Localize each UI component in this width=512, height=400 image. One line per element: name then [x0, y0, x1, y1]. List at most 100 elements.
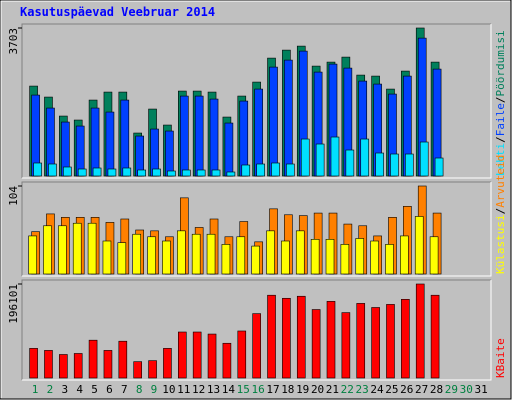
- bar: [59, 354, 68, 379]
- panel-bevel: [22, 182, 492, 277]
- bar: [414, 216, 424, 275]
- bar: [237, 330, 247, 379]
- bar: [182, 169, 191, 177]
- legend-entry: Arvuteid: [494, 155, 507, 208]
- legend-entry: Pöördumisi: [494, 30, 507, 96]
- bar: [87, 222, 97, 275]
- bar: [102, 240, 112, 275]
- bar: [88, 339, 98, 379]
- bar: [33, 162, 42, 177]
- legend-separator: /: [494, 208, 507, 215]
- bar: [386, 304, 395, 379]
- bar: [122, 167, 132, 177]
- bar: [44, 350, 53, 379]
- bar: [209, 98, 219, 177]
- bar: [286, 163, 295, 177]
- bar: [295, 230, 305, 275]
- bar: [330, 136, 340, 177]
- bar: [345, 149, 355, 177]
- x-tick-label: 24: [370, 383, 384, 396]
- x-tick-label: 15: [237, 383, 250, 396]
- bar: [196, 169, 206, 177]
- x-tick-label: 29: [445, 383, 458, 396]
- bar: [148, 360, 157, 379]
- bar: [419, 141, 429, 177]
- x-tick-label: 10: [162, 383, 175, 396]
- bar: [236, 236, 246, 275]
- bar: [310, 239, 320, 275]
- bar: [269, 66, 278, 177]
- bar: [75, 125, 85, 177]
- y-tick-label: 196101: [7, 284, 20, 324]
- x-tick-label: 18: [281, 383, 294, 396]
- bar: [371, 307, 380, 379]
- x-tick-label: 16: [251, 383, 264, 396]
- bar: [120, 99, 130, 177]
- legend-separator: /: [494, 97, 507, 104]
- legend-entry: Külastusi: [494, 214, 507, 274]
- x-tick-label: 26: [400, 383, 413, 396]
- y-tick-label: 104: [7, 186, 20, 206]
- bar: [207, 333, 217, 379]
- bar: [118, 340, 128, 379]
- bar: [29, 348, 38, 379]
- bar: [284, 59, 293, 177]
- bar: [401, 299, 410, 379]
- bar: [90, 107, 100, 177]
- bar: [326, 301, 336, 379]
- bar: [43, 225, 52, 275]
- chart-title: Kasutuspäevad Veebruar 2014: [20, 5, 215, 19]
- x-tick-label: 7: [121, 383, 128, 396]
- x-tick-label: 14: [222, 383, 236, 396]
- bar: [165, 130, 174, 177]
- bar: [281, 240, 290, 275]
- panel-bevel: [21, 23, 491, 178]
- bar: [241, 164, 251, 177]
- bar: [103, 350, 113, 379]
- bar: [221, 244, 231, 275]
- bar: [315, 143, 325, 177]
- x-tick-label: 30: [460, 383, 473, 396]
- bar: [92, 167, 102, 177]
- panel-bevel: [21, 279, 491, 380]
- bar: [147, 236, 156, 275]
- bar: [267, 294, 276, 379]
- bar: [360, 138, 370, 177]
- bar: [77, 168, 87, 177]
- bar: [132, 233, 141, 275]
- x-tick-label: 17: [266, 383, 279, 396]
- x-tick-label: 12: [192, 383, 205, 396]
- bar: [163, 348, 172, 379]
- bar: [117, 242, 127, 275]
- bar: [355, 238, 365, 275]
- x-tick-label: 4: [76, 383, 83, 396]
- bar: [266, 230, 275, 275]
- bar: [311, 309, 321, 379]
- x-tick-label: 3: [61, 383, 68, 396]
- legend-entry: Lehti: [494, 143, 507, 176]
- bar: [340, 244, 350, 275]
- bar: [152, 168, 161, 177]
- bar: [256, 163, 265, 177]
- bar: [72, 222, 82, 275]
- bar: [222, 342, 232, 379]
- bar: [192, 331, 202, 379]
- bar: [206, 233, 216, 275]
- x-tick-label: 31: [475, 383, 488, 396]
- bar: [415, 283, 425, 379]
- bar: [211, 169, 221, 177]
- x-tick-label: 8: [136, 383, 143, 396]
- x-tick-label: 9: [151, 383, 158, 396]
- legend-separator: /: [494, 136, 507, 143]
- bar: [48, 163, 57, 177]
- bar: [105, 111, 115, 177]
- x-tick-label: 23: [356, 383, 369, 396]
- x-tick-label: 21: [326, 383, 339, 396]
- bar: [370, 240, 379, 275]
- bar: [191, 233, 201, 275]
- bar: [194, 95, 204, 177]
- bar: [282, 297, 291, 379]
- bar: [254, 88, 263, 177]
- bar: [356, 303, 366, 379]
